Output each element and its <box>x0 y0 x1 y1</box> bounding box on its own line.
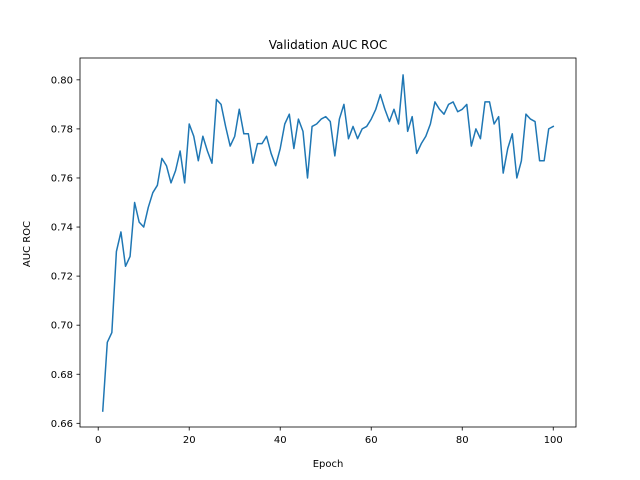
y-axis: 0.66 0.68 0.70 0.72 0.74 0.76 0.78 0.80 <box>51 75 80 430</box>
y-tick-label: 0.74 <box>51 223 73 234</box>
chart-title: Validation AUC ROC <box>269 38 387 52</box>
series-line-0 <box>101 74 555 412</box>
x-tick-label: 80 <box>456 435 469 446</box>
y-tick-label: 0.70 <box>51 321 73 332</box>
y-tick-label: 0.68 <box>51 370 73 381</box>
y-tick-label: 0.76 <box>51 173 73 184</box>
x-tick-label: 40 <box>274 435 287 446</box>
x-tick-label: 60 <box>365 435 378 446</box>
y-tick-label: 0.72 <box>51 272 73 283</box>
y-tick-label: 0.80 <box>51 75 73 86</box>
x-axis-label: Epoch <box>313 459 344 470</box>
x-tick-label: 100 <box>544 435 563 446</box>
axes-frame <box>79 57 577 428</box>
x-tick-label: 0 <box>95 435 101 446</box>
y-tick-label: 0.78 <box>51 124 73 135</box>
y-axis-label: AUC ROC <box>22 221 33 267</box>
x-axis: 0 20 40 60 80 100 <box>95 427 563 446</box>
x-tick-label: 20 <box>183 435 196 446</box>
plot-area <box>101 74 555 412</box>
y-tick-label: 0.66 <box>51 419 73 430</box>
